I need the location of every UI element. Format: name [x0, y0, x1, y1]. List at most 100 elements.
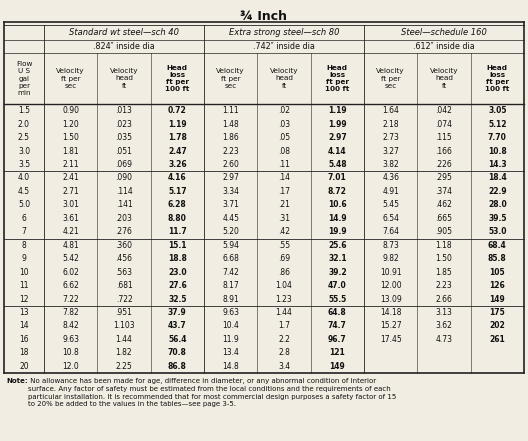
Text: 1.50: 1.50 [436, 254, 452, 263]
Text: 2.11: 2.11 [62, 160, 79, 169]
Text: .722: .722 [116, 295, 133, 303]
Text: 3.01: 3.01 [62, 200, 79, 209]
Text: 37.9: 37.9 [168, 308, 187, 317]
Text: 39.2: 39.2 [328, 268, 347, 277]
Text: 53.0: 53.0 [488, 227, 506, 236]
Text: 149: 149 [489, 295, 505, 303]
Text: 13.4: 13.4 [222, 348, 239, 357]
Text: 1.44: 1.44 [116, 335, 133, 344]
Text: 14.9: 14.9 [328, 214, 347, 223]
Text: 5.0: 5.0 [18, 200, 30, 209]
Text: 7.22: 7.22 [62, 295, 79, 303]
Text: .051: .051 [116, 146, 133, 156]
Text: 3.05: 3.05 [488, 106, 506, 115]
Text: .090: .090 [116, 173, 133, 183]
Text: 6.62: 6.62 [62, 281, 79, 290]
Text: 25.6: 25.6 [328, 241, 346, 250]
Text: 2.41: 2.41 [62, 173, 79, 183]
Text: 5.48: 5.48 [328, 160, 347, 169]
Text: 8.17: 8.17 [222, 281, 239, 290]
Text: 1.86: 1.86 [222, 133, 239, 142]
Text: 1.81: 1.81 [62, 146, 79, 156]
Text: .951: .951 [116, 308, 133, 317]
Text: 7: 7 [22, 227, 26, 236]
Text: 4.16: 4.16 [168, 173, 186, 183]
Text: 32.1: 32.1 [328, 254, 347, 263]
Text: 2.73: 2.73 [382, 133, 399, 142]
Text: 1.7: 1.7 [278, 321, 290, 330]
Text: Head
loss
ft per
100 ft: Head loss ft per 100 ft [165, 65, 190, 92]
Text: 2.60: 2.60 [222, 160, 239, 169]
Text: .462: .462 [436, 200, 452, 209]
Text: 2.5: 2.5 [18, 133, 30, 142]
Text: 9.82: 9.82 [382, 254, 399, 263]
Text: 4.73: 4.73 [436, 335, 452, 344]
Text: 4.81: 4.81 [62, 241, 79, 250]
Text: 22.9: 22.9 [488, 187, 507, 196]
Text: 11.9: 11.9 [222, 335, 239, 344]
Text: 8.91: 8.91 [222, 295, 239, 303]
Text: .665: .665 [436, 214, 452, 223]
Text: 8.80: 8.80 [168, 214, 187, 223]
Text: 7.01: 7.01 [328, 173, 347, 183]
Text: 6.68: 6.68 [222, 254, 239, 263]
Text: 0.90: 0.90 [62, 106, 79, 115]
Text: 5.42: 5.42 [62, 254, 79, 263]
Text: 3.71: 3.71 [222, 200, 239, 209]
Text: .374: .374 [436, 187, 452, 196]
Text: 0.72: 0.72 [168, 106, 187, 115]
Text: 10.8: 10.8 [488, 146, 507, 156]
Text: 175: 175 [489, 308, 505, 317]
Text: 56.4: 56.4 [168, 335, 186, 344]
Text: 9.63: 9.63 [62, 335, 79, 344]
Text: 202: 202 [489, 321, 505, 330]
Text: 2.71: 2.71 [62, 187, 79, 196]
Text: .905: .905 [436, 227, 452, 236]
Text: .069: .069 [116, 160, 133, 169]
Text: 10.91: 10.91 [380, 268, 401, 277]
Text: ¾ Inch: ¾ Inch [240, 10, 288, 23]
Text: Velocity
ft per
sec: Velocity ft per sec [376, 68, 405, 89]
Text: .05: .05 [278, 133, 290, 142]
Text: 4.21: 4.21 [62, 227, 79, 236]
Text: 6.28: 6.28 [168, 200, 187, 209]
Text: Velocity
head
ft: Velocity head ft [110, 68, 138, 89]
Text: 8.42: 8.42 [62, 321, 79, 330]
Text: 1.20: 1.20 [62, 120, 79, 129]
Text: .14: .14 [278, 173, 290, 183]
Text: 1.44: 1.44 [276, 308, 293, 317]
Text: 2.23: 2.23 [436, 281, 452, 290]
Text: 12.0: 12.0 [62, 362, 79, 371]
Text: 5.45: 5.45 [382, 200, 399, 209]
Text: 15.1: 15.1 [168, 241, 186, 250]
Text: .115: .115 [436, 133, 452, 142]
Text: 5.12: 5.12 [488, 120, 506, 129]
Text: 47.0: 47.0 [328, 281, 347, 290]
Text: 3.82: 3.82 [382, 160, 399, 169]
Text: Flow
U S
gal
per
min: Flow U S gal per min [16, 61, 32, 96]
Text: .360: .360 [116, 241, 133, 250]
Text: 3.27: 3.27 [382, 146, 399, 156]
Text: 2.97: 2.97 [222, 173, 239, 183]
Text: 1.04: 1.04 [276, 281, 293, 290]
Text: 3.0: 3.0 [18, 146, 30, 156]
Text: 10.6: 10.6 [328, 200, 347, 209]
Text: 1.78: 1.78 [168, 133, 187, 142]
Text: 32.5: 32.5 [168, 295, 186, 303]
Text: Head
loss
ft per
100 ft: Head loss ft per 100 ft [325, 65, 350, 92]
Text: .035: .035 [116, 133, 133, 142]
Text: Steel—schedule 160: Steel—schedule 160 [401, 28, 487, 37]
Text: 2.0: 2.0 [18, 120, 30, 129]
Text: 64.8: 64.8 [328, 308, 347, 317]
Text: 14.18: 14.18 [380, 308, 401, 317]
Text: 12: 12 [19, 295, 29, 303]
Text: .074: .074 [436, 120, 452, 129]
Text: 3.26: 3.26 [168, 160, 186, 169]
Text: 6: 6 [22, 214, 26, 223]
Text: 43.7: 43.7 [168, 321, 187, 330]
Text: 9.63: 9.63 [222, 308, 239, 317]
Text: 1.19: 1.19 [328, 106, 347, 115]
Text: Extra strong steel—sch 80: Extra strong steel—sch 80 [229, 28, 340, 37]
Text: .42: .42 [278, 227, 290, 236]
Text: 1.103: 1.103 [113, 321, 135, 330]
